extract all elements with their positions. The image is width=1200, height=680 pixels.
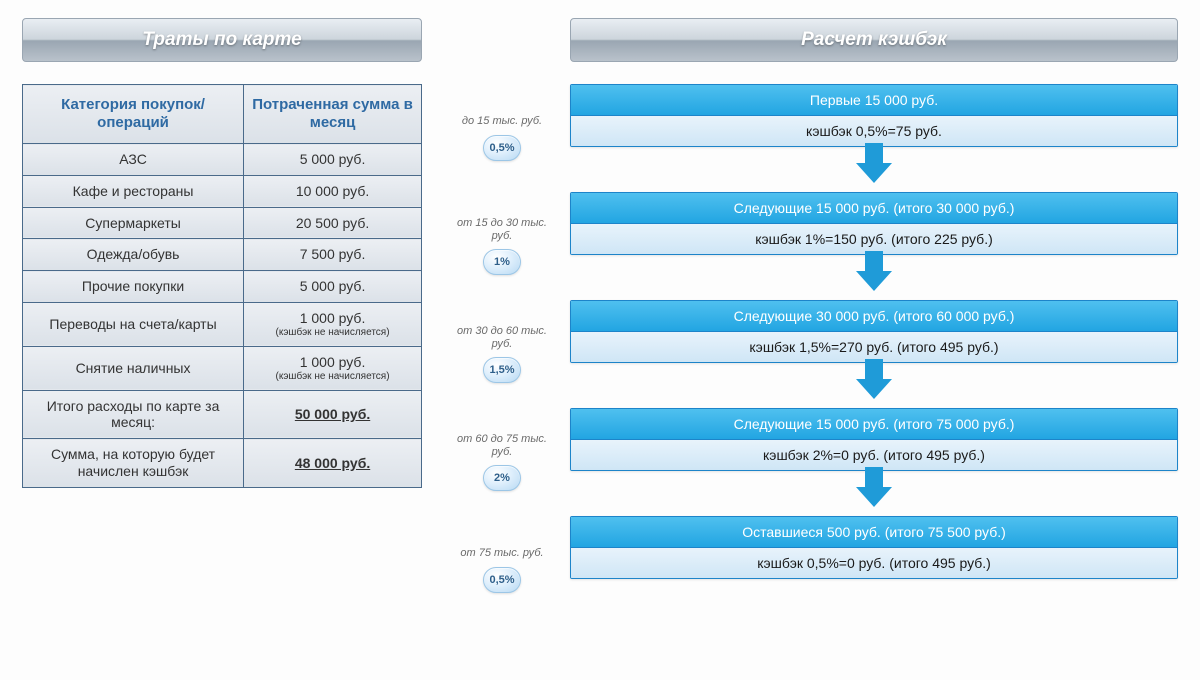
- left-column: Траты по карте Категория покупок/операци…: [22, 18, 422, 662]
- flow-tier: Оставшиеся 500 руб. (итого 75 500 руб.) …: [570, 516, 1178, 624]
- cell-category: Снятие наличных: [23, 346, 244, 390]
- cell-total-label: Сумма, на которую будет начислен кэшбэк: [23, 439, 244, 488]
- left-header-label: Траты по карте: [142, 29, 301, 51]
- cell-category: АЗС: [23, 144, 244, 176]
- cell-category: Кафе и рестораны: [23, 175, 244, 207]
- cell-note: (кэшбэк не начисляется): [248, 371, 417, 383]
- flow-top-label: Следующие 15 000 руб. (итого 75 000 руб.…: [571, 409, 1177, 440]
- threshold-block: от 75 тыс. руб. 0,5%: [446, 516, 558, 624]
- flow-top-label: Первые 15 000 руб.: [571, 85, 1177, 116]
- spending-table: Категория покупок/операций Потраченная с…: [22, 84, 422, 488]
- threshold-label: от 15 до 30 тыс. руб.: [446, 217, 558, 243]
- flow-tier: Первые 15 000 руб. кэшбэк 0,5%=75 руб.: [570, 84, 1178, 192]
- flow-box: Следующие 15 000 руб. (итого 75 000 руб.…: [570, 408, 1178, 471]
- flow-top-label: Следующие 30 000 руб. (итого 60 000 руб.…: [571, 301, 1177, 332]
- rate-badge: 0,5%: [483, 567, 521, 593]
- rate-badge: 1,5%: [483, 357, 521, 383]
- threshold-block: от 60 до 75 тыс. руб. 2%: [446, 408, 558, 516]
- cell-amount: 7 500 руб.: [244, 239, 422, 271]
- flow-tier: Следующие 30 000 руб. (итого 60 000 руб.…: [570, 300, 1178, 408]
- threshold-label: до 15 тыс. руб.: [462, 115, 542, 128]
- flow-arrow: [856, 363, 892, 401]
- col-amount: Потраченная сумма в месяц: [244, 85, 422, 144]
- flow-box: Первые 15 000 руб. кэшбэк 0,5%=75 руб.: [570, 84, 1178, 147]
- threshold-label: от 60 до 75 тыс. руб.: [446, 433, 558, 459]
- cell-total-value: 50 000 руб.: [244, 390, 422, 439]
- flow-tier: Следующие 15 000 руб. (итого 30 000 руб.…: [570, 192, 1178, 300]
- flow-top-label: Следующие 15 000 руб. (итого 30 000 руб.…: [571, 193, 1177, 224]
- cell-category: Прочие покупки: [23, 271, 244, 303]
- cell-amount: 5 000 руб.: [244, 271, 422, 303]
- table-row: Супермаркеты 20 500 руб.: [23, 207, 422, 239]
- flow-bottom-label: кэшбэк 2%=0 руб. (итого 495 руб.): [571, 440, 1177, 470]
- threshold-block: до 15 тыс. руб. 0,5%: [446, 84, 558, 192]
- threshold-column: до 15 тыс. руб. 0,5% от 15 до 30 тыс. ру…: [446, 18, 558, 662]
- flow-box: Следующие 15 000 руб. (итого 30 000 руб.…: [570, 192, 1178, 255]
- layout-wrap: Траты по карте Категория покупок/операци…: [22, 18, 1178, 662]
- right-header-label: Расчет кэшбэк: [801, 29, 947, 51]
- flow-bottom-label: кэшбэк 0,5%=75 руб.: [571, 116, 1177, 146]
- right-column: до 15 тыс. руб. 0,5% от 15 до 30 тыс. ру…: [446, 18, 1178, 662]
- cell-amount: 1 000 руб.(кэшбэк не начисляется): [244, 302, 422, 346]
- rate-badge: 0,5%: [483, 135, 521, 161]
- rate-badge: 1%: [483, 249, 521, 275]
- flow-box: Оставшиеся 500 руб. (итого 75 500 руб.) …: [570, 516, 1178, 579]
- cell-note: (кэшбэк не начисляется): [248, 327, 417, 339]
- table-row: Переводы на счета/карты 1 000 руб.(кэшбэ…: [23, 302, 422, 346]
- cell-amount: 1 000 руб.(кэшбэк не начисляется): [244, 346, 422, 390]
- left-header: Траты по карте: [22, 18, 422, 62]
- table-total-row: Итого расходы по карте за месяц: 50 000 …: [23, 390, 422, 439]
- threshold-block: от 15 до 30 тыс. руб. 1%: [446, 192, 558, 300]
- table-header-row: Категория покупок/операций Потраченная с…: [23, 85, 422, 144]
- table-row: Одежда/обувь 7 500 руб.: [23, 239, 422, 271]
- threshold-block: от 30 до 60 тыс. руб. 1,5%: [446, 300, 558, 408]
- flow-tier: Следующие 15 000 руб. (итого 75 000 руб.…: [570, 408, 1178, 516]
- cell-category: Одежда/обувь: [23, 239, 244, 271]
- flow-box: Следующие 30 000 руб. (итого 60 000 руб.…: [570, 300, 1178, 363]
- cell-category: Супермаркеты: [23, 207, 244, 239]
- right-header: Расчет кэшбэк: [570, 18, 1178, 62]
- flow-bottom-label: кэшбэк 1%=150 руб. (итого 225 руб.): [571, 224, 1177, 254]
- cell-amount: 20 500 руб.: [244, 207, 422, 239]
- cell-amount: 10 000 руб.: [244, 175, 422, 207]
- table-row: Снятие наличных 1 000 руб.(кэшбэк не нач…: [23, 346, 422, 390]
- cell-amount: 5 000 руб.: [244, 144, 422, 176]
- cell-total-label: Итого расходы по карте за месяц:: [23, 390, 244, 439]
- threshold-label: от 30 до 60 тыс. руб.: [446, 325, 558, 351]
- flow-bottom-label: кэшбэк 0,5%=0 руб. (итого 495 руб.): [571, 548, 1177, 578]
- threshold-label: от 75 тыс. руб.: [460, 547, 543, 560]
- table-row: АЗС 5 000 руб.: [23, 144, 422, 176]
- table-row: Прочие покупки 5 000 руб.: [23, 271, 422, 303]
- flow-top-label: Оставшиеся 500 руб. (итого 75 500 руб.): [571, 517, 1177, 548]
- table-total-row: Сумма, на которую будет начислен кэшбэк …: [23, 439, 422, 488]
- flow-bottom-label: кэшбэк 1,5%=270 руб. (итого 495 руб.): [571, 332, 1177, 362]
- table-row: Кафе и рестораны 10 000 руб.: [23, 175, 422, 207]
- flow-column: Расчет кэшбэк Первые 15 000 руб. кэшбэк …: [570, 18, 1178, 662]
- cell-total-value: 48 000 руб.: [244, 439, 422, 488]
- col-category: Категория покупок/операций: [23, 85, 244, 144]
- flow-arrow: [856, 471, 892, 509]
- flow-arrow: [856, 255, 892, 293]
- cell-category: Переводы на счета/карты: [23, 302, 244, 346]
- flow-arrow: [856, 147, 892, 185]
- rate-badge: 2%: [483, 465, 521, 491]
